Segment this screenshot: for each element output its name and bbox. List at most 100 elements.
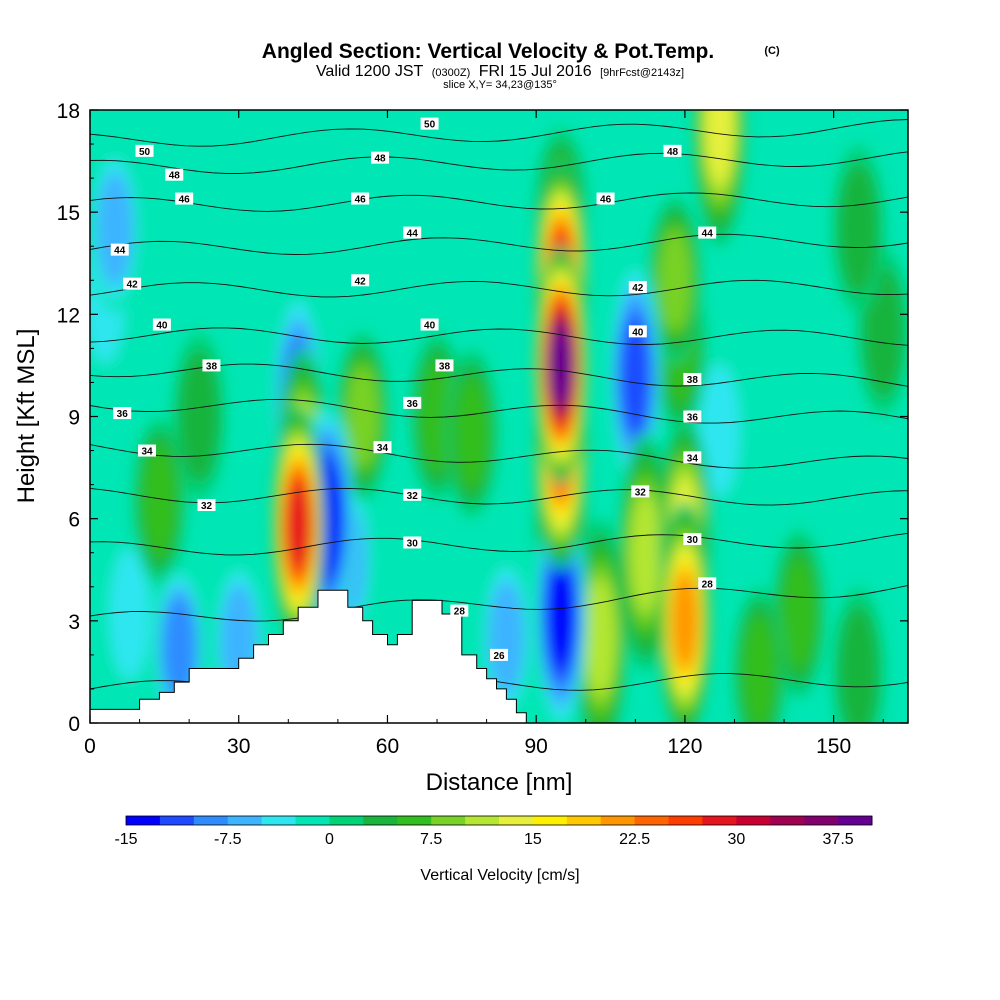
contour-label-text: 32 [201, 501, 213, 512]
contour-label: 30 [403, 536, 422, 550]
velocity-cell [173, 332, 226, 501]
colorbar-swatch [363, 816, 398, 825]
colorbar-swatch [227, 816, 263, 825]
colorbar-swatch [770, 816, 805, 825]
colorbar-swatch [838, 816, 873, 825]
isentrope-30 [90, 532, 908, 556]
valid-date: FRI 15 Jul 2016 [479, 63, 592, 80]
contour-label-text: 42 [632, 283, 644, 294]
contour-label-text: 30 [687, 535, 699, 546]
contour-label-text: 30 [407, 539, 419, 550]
x-tick-label: 90 [525, 735, 548, 758]
velocity-cell [832, 145, 885, 314]
valid-time-line: Valid 1200 JST (0300Z) FRI 15 Jul 2016 [… [316, 63, 684, 80]
x-axis: 0 30 60 90 120 150 [84, 110, 884, 758]
colorbar-swatch [634, 816, 670, 825]
colorbar-swatch [126, 816, 161, 825]
contour-label-bg [683, 533, 702, 546]
velocity-cell [609, 255, 662, 496]
contour-label: 44 [698, 226, 717, 240]
velocity-cell [90, 145, 141, 314]
contour-label: 30 [683, 533, 702, 546]
contour-label-text: 40 [632, 327, 644, 338]
contour-label: 48 [371, 151, 390, 165]
y-axis-label: Height [Kft MSL] [13, 329, 40, 504]
colorbar-swatch [532, 816, 568, 825]
velocity-band [837, 163, 880, 296]
contour-label-text: 36 [117, 409, 129, 420]
contour-label-text: 38 [206, 361, 218, 372]
contour-label: 28 [450, 604, 469, 618]
velocity-band [658, 228, 692, 332]
velocity-band [488, 580, 525, 695]
contour-label-text: 28 [454, 607, 466, 618]
isentrope-32 [90, 487, 908, 506]
velocity-band [141, 444, 178, 559]
colorbar-swatch [600, 816, 636, 825]
velocity-band [780, 557, 817, 672]
contour-label-bg [371, 151, 390, 164]
contour-label: 36 [113, 407, 132, 420]
contour-label-text: 44 [407, 229, 419, 240]
slice-info: slice X,Y= 34,23@135° [443, 79, 557, 91]
contour-label-bg [628, 325, 647, 338]
colorbar-swatch [668, 816, 703, 825]
colorbar-swatch [159, 816, 195, 825]
contour-label: 42 [123, 277, 142, 291]
contour-label-bg [403, 396, 422, 409]
velocity-cell [336, 332, 389, 501]
velocity-cell [619, 432, 672, 673]
contour-label-text: 48 [169, 171, 181, 182]
contour-label: 36 [683, 410, 702, 424]
contour-label: 38 [202, 359, 221, 372]
contour-label: 46 [351, 192, 370, 206]
colorbar-swatch [295, 816, 330, 825]
x-tick-label: 120 [667, 735, 702, 758]
forecast-tag: [9hrFcst@2143z] [600, 67, 684, 79]
velocity-band [162, 596, 196, 700]
colorbar-swatch [397, 816, 432, 825]
velocity-band [698, 364, 741, 497]
contour-label-text: 42 [355, 276, 367, 287]
colorbar-swatch [261, 816, 297, 825]
contour-label-bg [683, 451, 702, 464]
y-tick-label: 0 [68, 713, 80, 736]
velocity-band [629, 492, 661, 613]
contour-label-bg [165, 168, 184, 181]
contour-label-bg [490, 648, 508, 661]
colorbar-swatch [566, 816, 602, 825]
contour-label: 38 [683, 373, 702, 386]
velocity-band [108, 548, 151, 681]
contour-label-text: 42 [127, 280, 139, 291]
velocity-band [620, 315, 651, 436]
contour-label-bg [202, 359, 221, 372]
copyright-mark: (C) [764, 45, 780, 57]
contour-label-bg [351, 192, 370, 205]
colorbar-tick-label: -15 [114, 831, 137, 848]
contour-label-text: 36 [407, 399, 419, 410]
contour-label-bg [420, 318, 439, 331]
colorbar-frame [125, 815, 873, 826]
velocity-cell [133, 417, 186, 586]
x-tick-label: 150 [816, 735, 851, 758]
terrain-mask [90, 589, 527, 723]
contour-label: 32 [631, 485, 650, 498]
velocity-band [741, 614, 778, 723]
isentrope-34 [90, 443, 908, 469]
contour-label-text: 44 [702, 229, 714, 240]
isentrope-46 [90, 192, 908, 212]
velocity-band [671, 572, 699, 669]
contour-label: 44 [403, 226, 422, 240]
y-tick-label: 12 [57, 304, 80, 327]
contour-label-text: 40 [424, 321, 436, 332]
velocity-field [90, 110, 908, 723]
velocity-band [837, 605, 880, 723]
contour-label-text: 46 [600, 195, 612, 206]
contour-label-text: 26 [493, 651, 505, 662]
colorbar-tick-label: 0 [325, 831, 334, 848]
contour-label-bg [628, 281, 647, 294]
contour-label: 44 [110, 243, 129, 257]
contour-label-bg [420, 117, 439, 130]
contour-label: 48 [165, 168, 184, 182]
contour-label-text: 50 [424, 120, 436, 131]
